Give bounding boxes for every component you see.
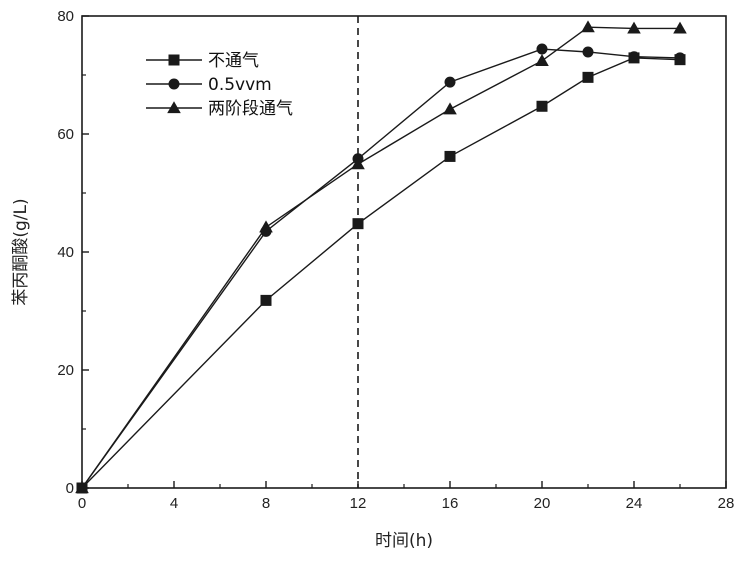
x-tick-label: 0 — [78, 495, 86, 512]
legend-label: 不通气 — [208, 51, 259, 71]
data-point — [583, 72, 594, 83]
data-point — [261, 295, 272, 306]
series-3 — [75, 20, 687, 493]
legend-label: 两阶段通气 — [208, 99, 293, 119]
data-point — [675, 52, 686, 63]
x-tick-label: 8 — [262, 495, 270, 512]
data-point — [445, 151, 456, 162]
legend-item: 0.5vvm — [146, 75, 272, 95]
series-2 — [77, 44, 686, 494]
x-tick-label: 12 — [350, 495, 367, 512]
data-point — [259, 220, 273, 232]
data-point — [583, 46, 594, 57]
series-line — [82, 49, 680, 488]
x-tick-label: 28 — [718, 495, 735, 512]
data-point — [673, 22, 687, 34]
y-tick-label: 60 — [57, 126, 74, 143]
y-tick-label: 40 — [57, 244, 74, 261]
x-tick-label: 24 — [626, 495, 643, 512]
x-tick-label: 16 — [442, 495, 459, 512]
y-tick-label: 0 — [66, 480, 74, 497]
y-tick-label: 80 — [57, 8, 74, 25]
legend-marker — [169, 55, 180, 66]
x-tick-label: 20 — [534, 495, 551, 512]
data-point — [537, 44, 548, 55]
legend-marker — [167, 101, 181, 113]
x-tick-label: 4 — [170, 495, 178, 512]
legend-item: 两阶段通气 — [146, 99, 293, 119]
legend-label: 0.5vvm — [208, 75, 272, 95]
data-point — [535, 54, 549, 66]
data-point — [627, 22, 641, 34]
data-point — [629, 51, 640, 62]
data-point — [443, 102, 457, 114]
data-point — [581, 20, 595, 32]
data-point — [537, 101, 548, 112]
y-axis-label: 苯丙酮酸(g/L) — [11, 198, 31, 305]
x-axis-label: 时间(h) — [375, 531, 433, 551]
series-group — [75, 20, 687, 493]
series-line — [82, 58, 680, 488]
series-line — [82, 27, 680, 488]
legend: 不通气 0.5vvm 两阶段通气 — [146, 51, 293, 119]
legend-marker — [169, 79, 180, 90]
legend-item: 不通气 — [146, 51, 259, 71]
y-tick-label: 20 — [57, 362, 74, 379]
data-point — [445, 77, 456, 88]
series-1 — [77, 52, 686, 493]
data-point — [353, 218, 364, 229]
